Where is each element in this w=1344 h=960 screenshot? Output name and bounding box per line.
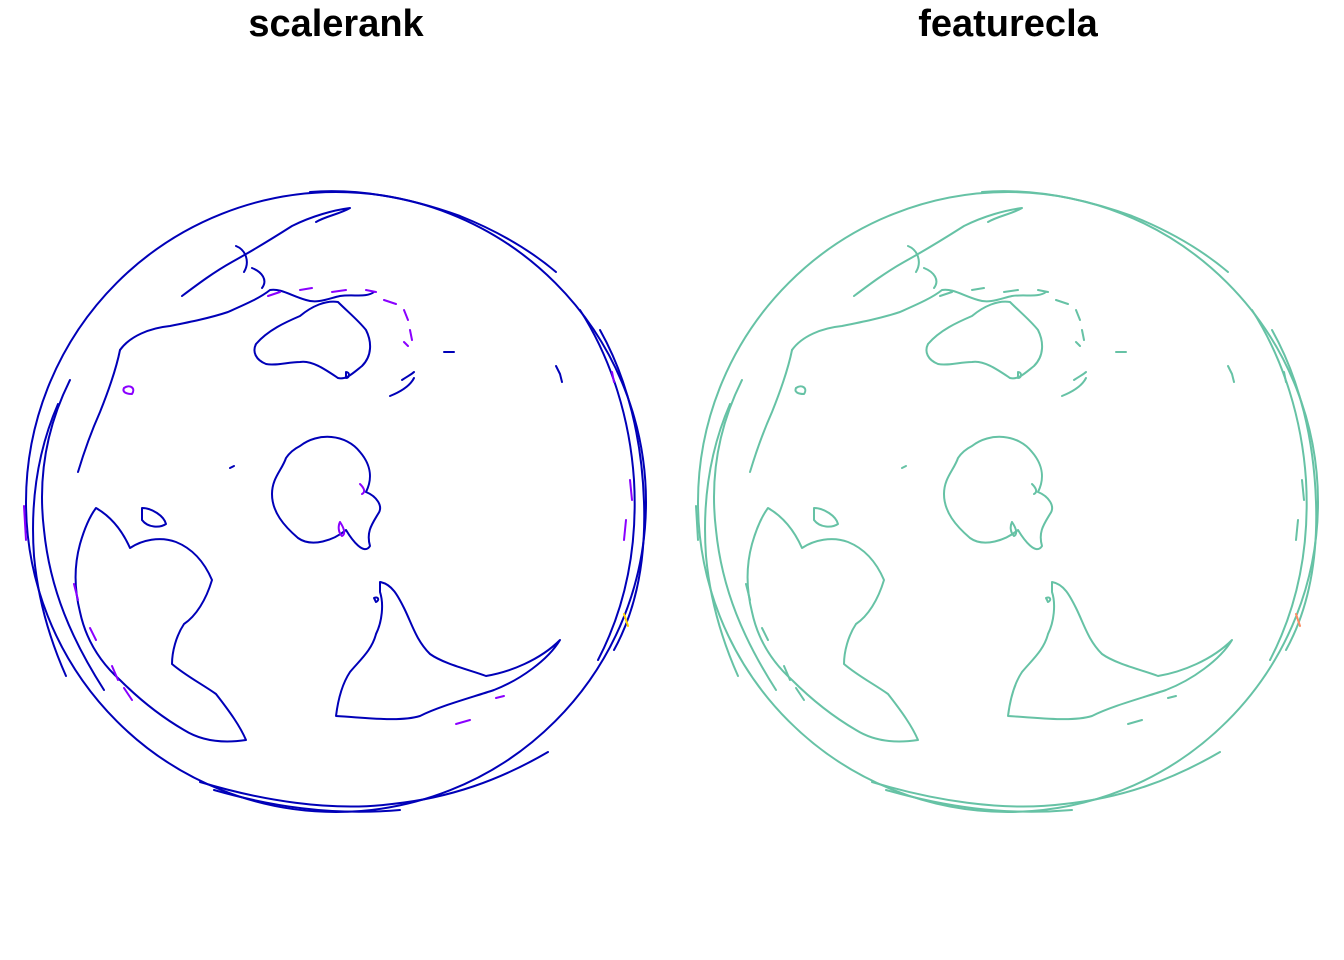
antarctic-peninsula-detail [1009,521,1018,537]
antarctic-ross-detail [1031,483,1038,495]
kerguelen [122,385,135,395]
south-america-coast [335,581,561,721]
antarctica-coast [943,435,1054,551]
africa-coast [746,507,919,743]
rim-coast-left [712,379,777,691]
rim-coast-left-2 [32,403,67,677]
australia-coast [925,300,1044,380]
panel-title: scalerank [248,3,424,45]
antarctic-peninsula-detail [337,521,346,537]
rim-coast-bottom-2 [885,789,1073,813]
rim-coast-right-2 [599,329,646,651]
australia-coast [253,300,372,380]
rim-coast-left [40,379,105,691]
pacific-islands [443,351,563,383]
antarctica-coast [271,435,382,551]
globe-outline [697,191,1319,813]
falklands [373,596,380,603]
indonesia-islands-minor [939,287,1085,347]
madagascar [813,507,839,528]
asia-coast [119,288,375,351]
right-rim-accent [1295,613,1301,627]
indian-subcontinent [77,349,121,473]
panel-title: featurecla [918,3,1098,45]
left-rim-coast-minor [695,505,791,681]
new-zealand [1061,371,1087,397]
antarctic-ross-detail [359,483,366,495]
map-svg [23,190,647,813]
pacific-islands [1115,351,1235,383]
indian-subcontinent [749,349,793,473]
indonesia-islands-minor [267,287,413,347]
globe-outline [25,191,647,813]
rim-coast-right-2 [1271,329,1318,651]
asia-north-coast [181,207,351,297]
left-rim-coast-minor [23,505,119,681]
rim-coast-bottom-2 [213,789,401,813]
right-rim-coast-minor [1283,371,1305,541]
africa-coast [74,507,247,743]
right-rim-accent [623,613,629,627]
rim-coast-right [1251,309,1308,661]
kerguelen [794,385,807,395]
bottom-rim-minor [123,687,133,701]
south-georgia [901,465,907,469]
rim-coast-bottom [871,751,1221,808]
map-svg [695,190,1319,813]
tasmania [1017,371,1022,379]
caribbean-islands [455,695,505,725]
south-america-coast [1007,581,1233,721]
falklands [1045,596,1052,603]
rim-coast-top [981,190,1229,273]
madagascar [141,507,167,528]
asia-coast [791,288,1047,351]
rim-coast-right [579,309,636,661]
rim-coast-bottom [199,751,549,808]
caribbean-islands [1127,695,1177,725]
japan-arc [907,245,938,289]
asia-north-coast [853,207,1023,297]
tasmania [345,371,350,379]
rim-coast-top [309,190,557,273]
new-zealand [389,371,415,397]
map-panel-featurecla: featurecla [672,0,1344,960]
bottom-rim-minor [795,687,805,701]
right-rim-coast-minor [611,371,633,541]
south-georgia [229,465,235,469]
rim-coast-left-2 [704,403,739,677]
map-panel-scalerank: scalerank [23,3,647,813]
japan-arc [235,245,266,289]
